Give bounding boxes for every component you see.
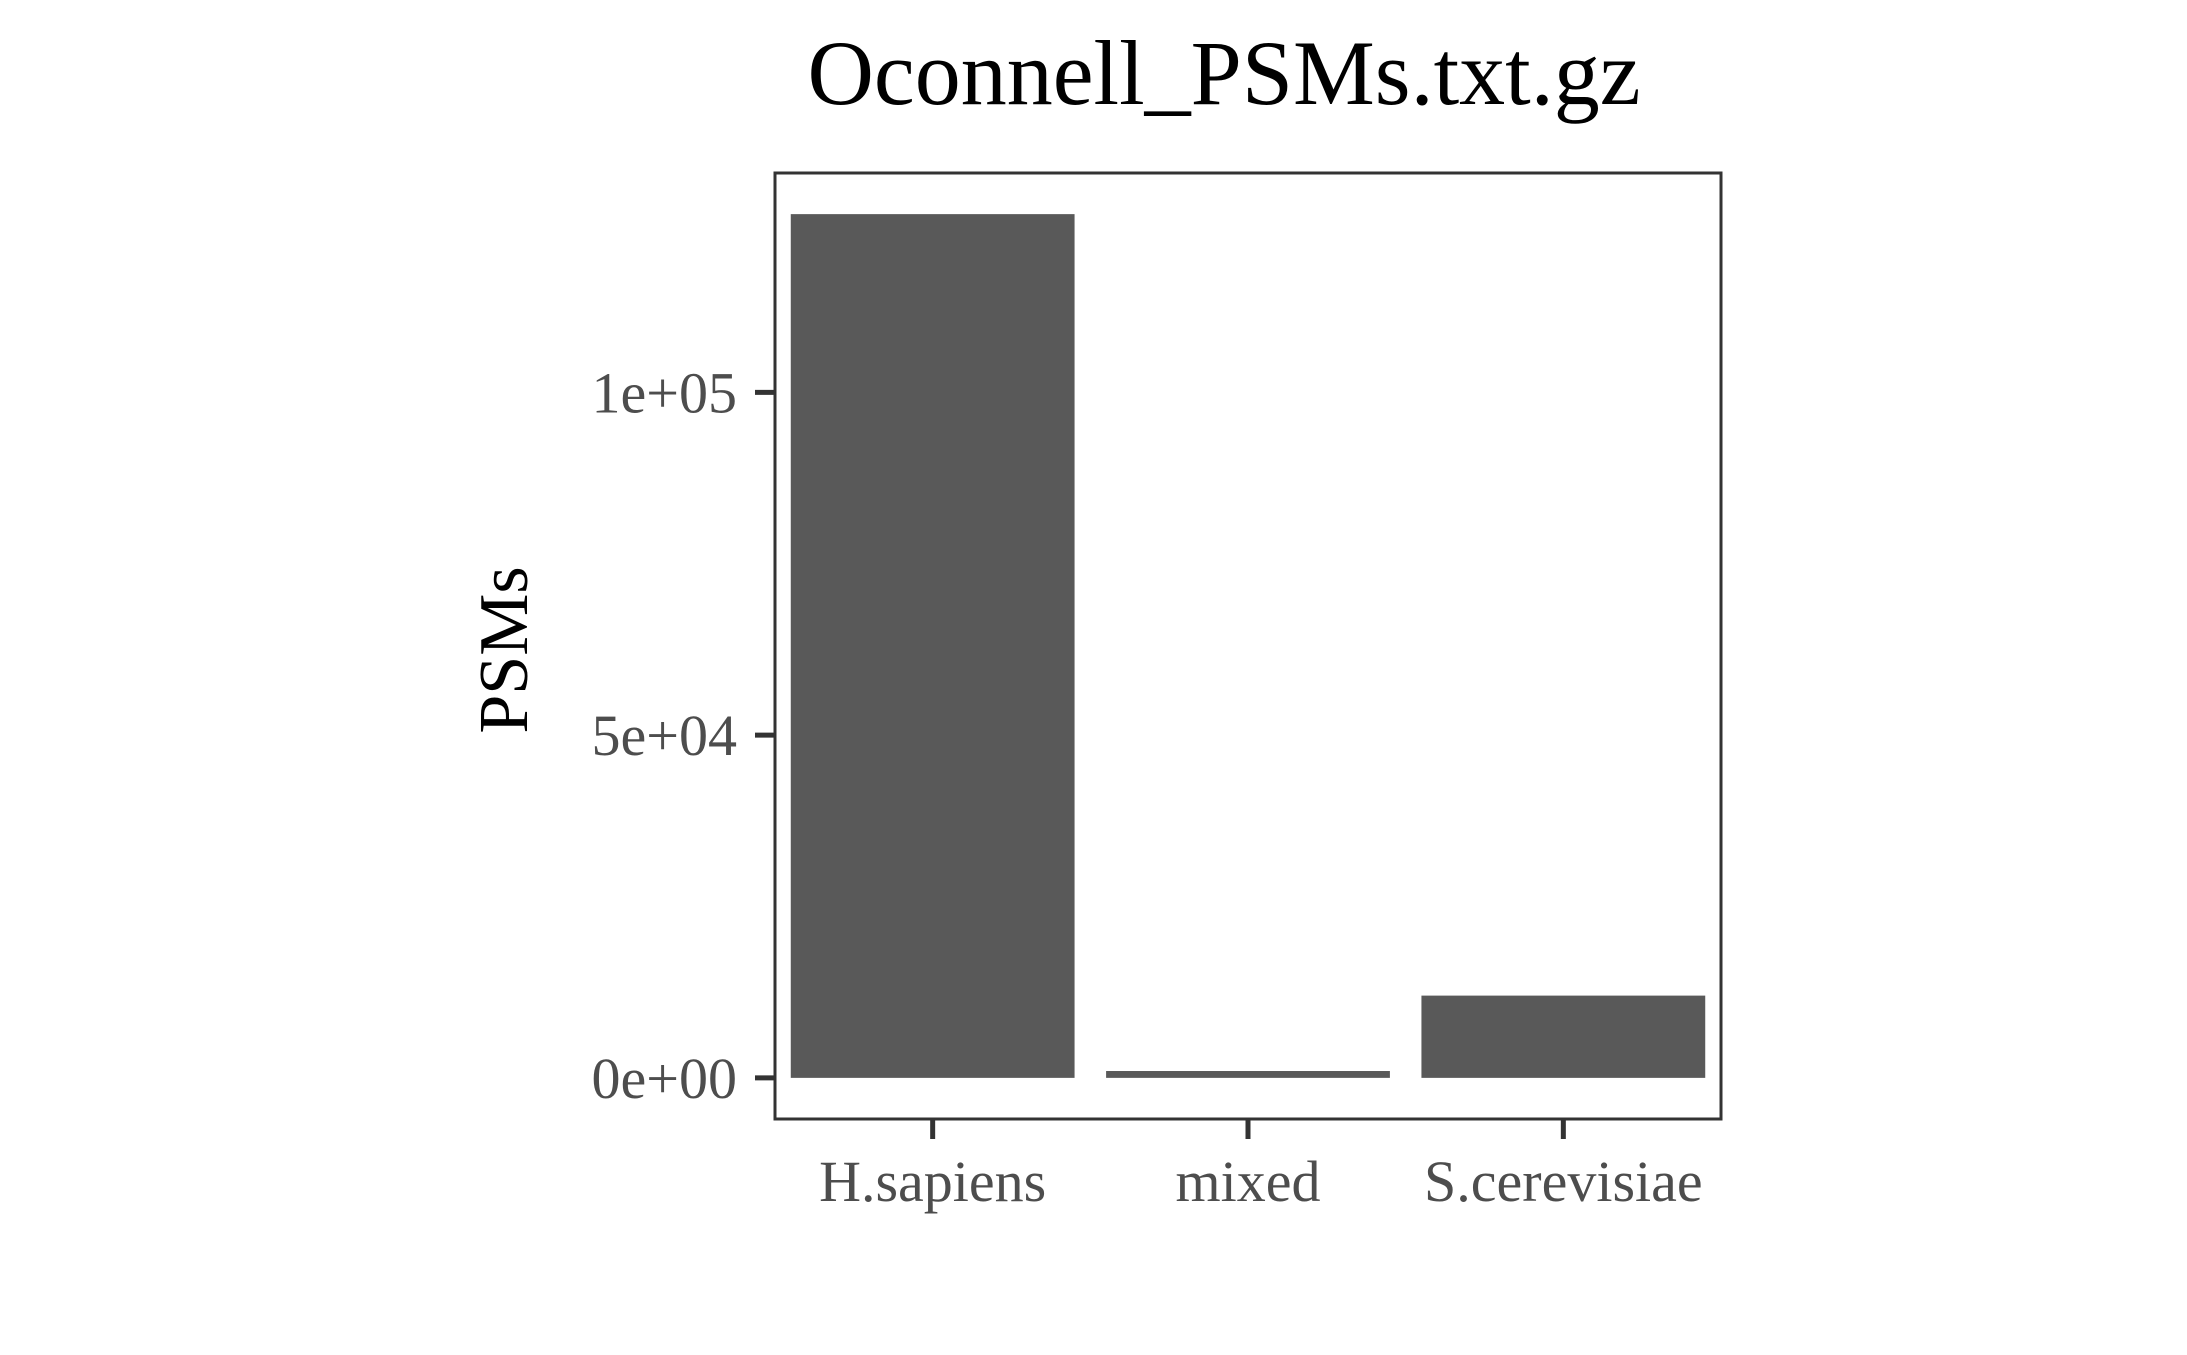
bar-s-cerevisiae [1421,995,1706,1078]
bar-h-sapiens [790,214,1075,1078]
y-tick-label: 1e+05 [592,360,737,425]
panel-border [773,171,1723,1121]
x-tick-label: mixed [1176,1149,1321,1214]
y-tick-label: 5e+04 [592,703,737,768]
chart-title: Oconnell_PSMs.txt.gz [807,22,1640,124]
x-tick-label: H.sapiens [819,1149,1046,1214]
x-tick-label: S.cerevisiae [1424,1149,1703,1214]
x-axis: H.sapiens mixed S.cerevisiae [819,1119,1703,1214]
y-axis-title: PSMs [466,566,543,733]
bar-mixed [1106,1071,1390,1078]
y-tick-label: 0e+00 [592,1046,737,1111]
plot-panel [773,171,1723,1121]
bars [790,214,1706,1078]
y-axis: 0e+00 5e+04 1e+05 [592,360,775,1111]
